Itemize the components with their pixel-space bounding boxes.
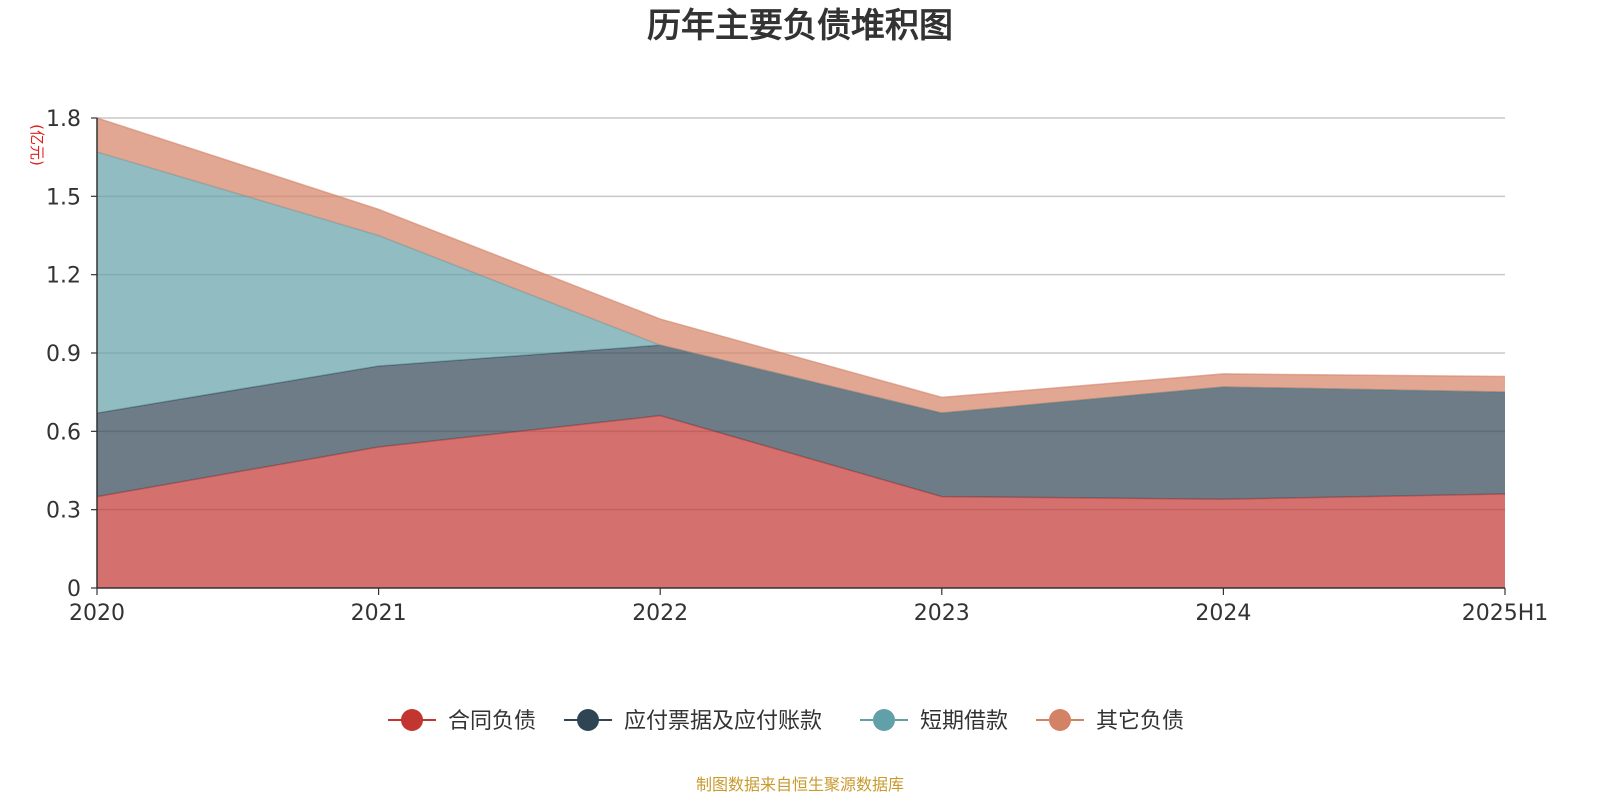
legend-label: 其它负债 — [1096, 709, 1184, 734]
y-tick-label: 0.6 — [46, 420, 81, 445]
legend-swatch-dot — [577, 709, 599, 731]
x-tick-label: 2020 — [69, 601, 125, 626]
legend: 合同负债 应付票据及应付账款 短期借款 其它负债 — [388, 709, 1184, 734]
legend-item-1[interactable]: 应付票据及应付账款 — [564, 709, 822, 734]
area-3 — [97, 118, 1505, 414]
x-tick-label: 2021 — [351, 601, 407, 626]
axes — [96, 118, 1505, 589]
y-axis-tick-labels: 0 0.3 0.6 0.9 1.2 1.5 1.8 — [46, 107, 81, 602]
x-tick-label: 2023 — [914, 601, 970, 626]
legend-swatch-dot — [873, 709, 895, 731]
area-2 — [97, 151, 1505, 414]
legend-item-3[interactable]: 其它负债 — [1036, 709, 1184, 734]
legend-swatch-dot — [401, 709, 423, 731]
y-tick-label: 1.2 — [46, 264, 81, 289]
area-1 — [97, 345, 1505, 500]
y-tick-label: 0.9 — [46, 342, 81, 367]
legend-item-2[interactable]: 短期借款 — [860, 709, 1008, 734]
area-series-layer — [96, 117, 1506, 588]
y-tick-label: 1.5 — [46, 185, 81, 210]
legend-item-0[interactable]: 合同负债 — [388, 709, 536, 734]
legend-label: 合同负债 — [448, 709, 536, 734]
legend-label: 应付票据及应付账款 — [624, 709, 822, 734]
x-axis-tick-labels: 2020 2021 2022 2023 2024 2025H1 — [69, 588, 1548, 626]
series-line-3 — [96, 117, 1506, 399]
legend-swatch-dot — [1049, 709, 1071, 731]
source-note: 制图数据来自恒生聚源数据库 — [696, 775, 904, 794]
y-tick-label: 0.3 — [46, 499, 81, 524]
x-tick-label: 2022 — [632, 601, 688, 626]
x-tick-label: 2024 — [1195, 601, 1251, 626]
x-tick-label: 2025H1 — [1462, 601, 1549, 626]
y-tick-label: 1.8 — [46, 107, 81, 132]
y-tick-label: 0 — [67, 577, 81, 602]
legend-label: 短期借款 — [920, 709, 1008, 734]
chart-title: 历年主要负债堆积图 — [647, 6, 953, 46]
area-0 — [97, 415, 1505, 588]
y-axis-unit-label: (亿元) — [28, 124, 46, 166]
